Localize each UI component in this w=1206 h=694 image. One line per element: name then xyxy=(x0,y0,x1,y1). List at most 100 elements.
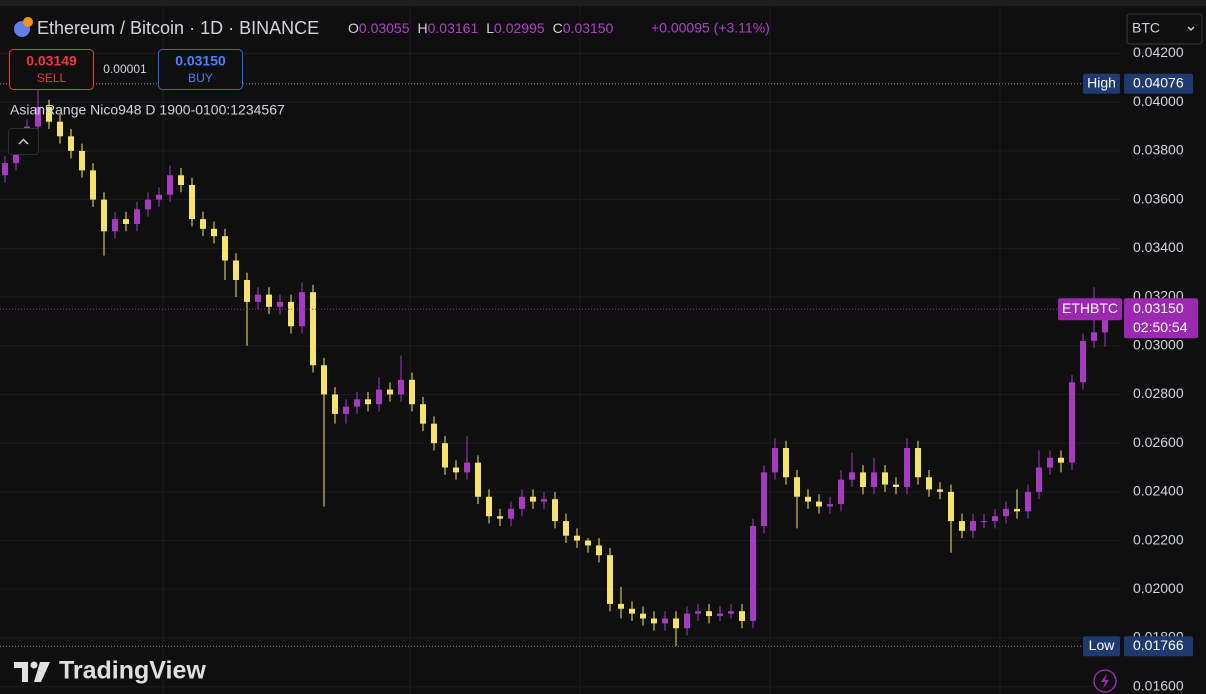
candle-body xyxy=(46,107,52,122)
candle-body xyxy=(332,394,338,414)
countdown: 02:50:54 xyxy=(1133,319,1188,335)
y-tick-label: 0.02000 xyxy=(1133,580,1184,596)
candle-body xyxy=(475,462,481,497)
collapse-chevron xyxy=(18,138,29,145)
candle-body xyxy=(112,219,118,232)
collapse-box[interactable] xyxy=(8,128,39,155)
candle-body xyxy=(629,608,635,614)
buy-price[interactable]: 0.03150 xyxy=(175,53,226,69)
candle-body xyxy=(838,479,844,505)
logo: TradingView xyxy=(14,657,206,685)
top-bar xyxy=(0,0,1206,6)
candle-body xyxy=(739,611,745,621)
candle-body xyxy=(519,496,525,509)
candle-body xyxy=(211,228,217,237)
candle-body xyxy=(486,496,492,517)
candle-body xyxy=(134,209,140,224)
change: +0.00095 (+3.11%) xyxy=(651,20,770,36)
candle-body xyxy=(255,294,261,302)
logo-text: TradingView xyxy=(59,657,206,685)
candle-body xyxy=(123,219,129,224)
y-tick-label: 0.02200 xyxy=(1133,531,1184,547)
candle-body xyxy=(904,448,910,487)
btc-icon xyxy=(23,17,33,27)
ohlc-readout: O0.03055 H0.03161 L0.02995 C0.03150 xyxy=(348,20,614,36)
candle-body xyxy=(420,404,426,424)
candle-body xyxy=(497,516,503,519)
horizontal-grid xyxy=(0,52,1120,688)
low-tag: Low xyxy=(1089,637,1116,653)
buy-label[interactable]: BUY xyxy=(188,71,213,85)
ohlc-value: 0.03055 xyxy=(359,20,410,36)
buy-button[interactable]: 0.03150 BUY xyxy=(158,49,243,90)
y-tick-label: 0.04000 xyxy=(1133,93,1184,109)
candle-body xyxy=(1003,508,1009,517)
candle-body xyxy=(35,107,41,127)
dropdown-label[interactable]: BTC xyxy=(1132,20,1160,36)
candle-body xyxy=(288,301,294,327)
candle-body xyxy=(299,292,305,327)
ohlc-key: H xyxy=(418,20,428,36)
candle-body xyxy=(816,501,822,507)
candle-body xyxy=(684,613,690,629)
candle-body xyxy=(783,448,789,478)
sell-button[interactable]: 0.03149 SELL xyxy=(9,49,94,90)
dropdown-box[interactable] xyxy=(1126,13,1203,45)
lightning-circle[interactable] xyxy=(1093,669,1117,693)
logo-mark xyxy=(34,662,50,682)
candle-body xyxy=(398,379,404,395)
low-tag-box xyxy=(1083,636,1120,657)
y-tick-label: 0.03400 xyxy=(1133,239,1184,255)
candle-body xyxy=(244,279,250,302)
candle-body xyxy=(266,294,272,307)
candle-body xyxy=(1036,467,1042,492)
candle-body xyxy=(706,611,712,617)
candle-body xyxy=(761,472,767,526)
sell-price[interactable]: 0.03149 xyxy=(26,53,77,69)
ohlc-key: O xyxy=(348,20,359,36)
candle-body xyxy=(343,406,349,414)
buy-box[interactable] xyxy=(158,49,243,90)
y-tick-label: 0.02400 xyxy=(1133,483,1184,499)
candle-body xyxy=(992,516,998,522)
candle-body xyxy=(596,545,602,556)
candle-body xyxy=(849,472,855,480)
collapse-button[interactable] xyxy=(8,128,39,155)
sell-label[interactable]: SELL xyxy=(37,71,67,85)
candle-body xyxy=(57,121,63,137)
sell-box[interactable] xyxy=(9,49,94,90)
candle-body xyxy=(90,170,96,200)
candle-body xyxy=(640,613,646,619)
y-tick-label: 0.01600 xyxy=(1133,677,1184,693)
candle-body xyxy=(1014,508,1020,512)
candle-body xyxy=(981,521,987,523)
candle-body xyxy=(530,496,536,502)
candle-body xyxy=(750,525,756,621)
candle-body xyxy=(948,491,954,522)
candle-body xyxy=(695,611,701,614)
candle-body xyxy=(607,555,613,604)
candle-body xyxy=(618,603,624,609)
y-tick-label: 0.03000 xyxy=(1133,336,1184,352)
candle-body xyxy=(827,504,833,507)
candle-body xyxy=(805,496,811,502)
logo-mark xyxy=(30,661,38,669)
candle-body xyxy=(541,499,547,502)
candle-body xyxy=(2,163,8,176)
ohlc-key: C xyxy=(553,20,563,36)
candle-body xyxy=(189,185,195,220)
ohlc-value: 0.03161 xyxy=(428,20,479,36)
candle-body xyxy=(574,535,580,541)
candle-body xyxy=(673,618,679,629)
candle-body xyxy=(376,389,382,405)
last-value-box xyxy=(1124,298,1198,339)
y-tick-label: 0.02600 xyxy=(1133,434,1184,450)
candle-body xyxy=(794,477,800,497)
lightning-button[interactable] xyxy=(1093,669,1117,693)
currency-dropdown[interactable]: BTC xyxy=(1126,13,1203,45)
high-value-box xyxy=(1124,73,1193,94)
candle-body xyxy=(387,389,393,395)
candle-body xyxy=(662,618,668,624)
